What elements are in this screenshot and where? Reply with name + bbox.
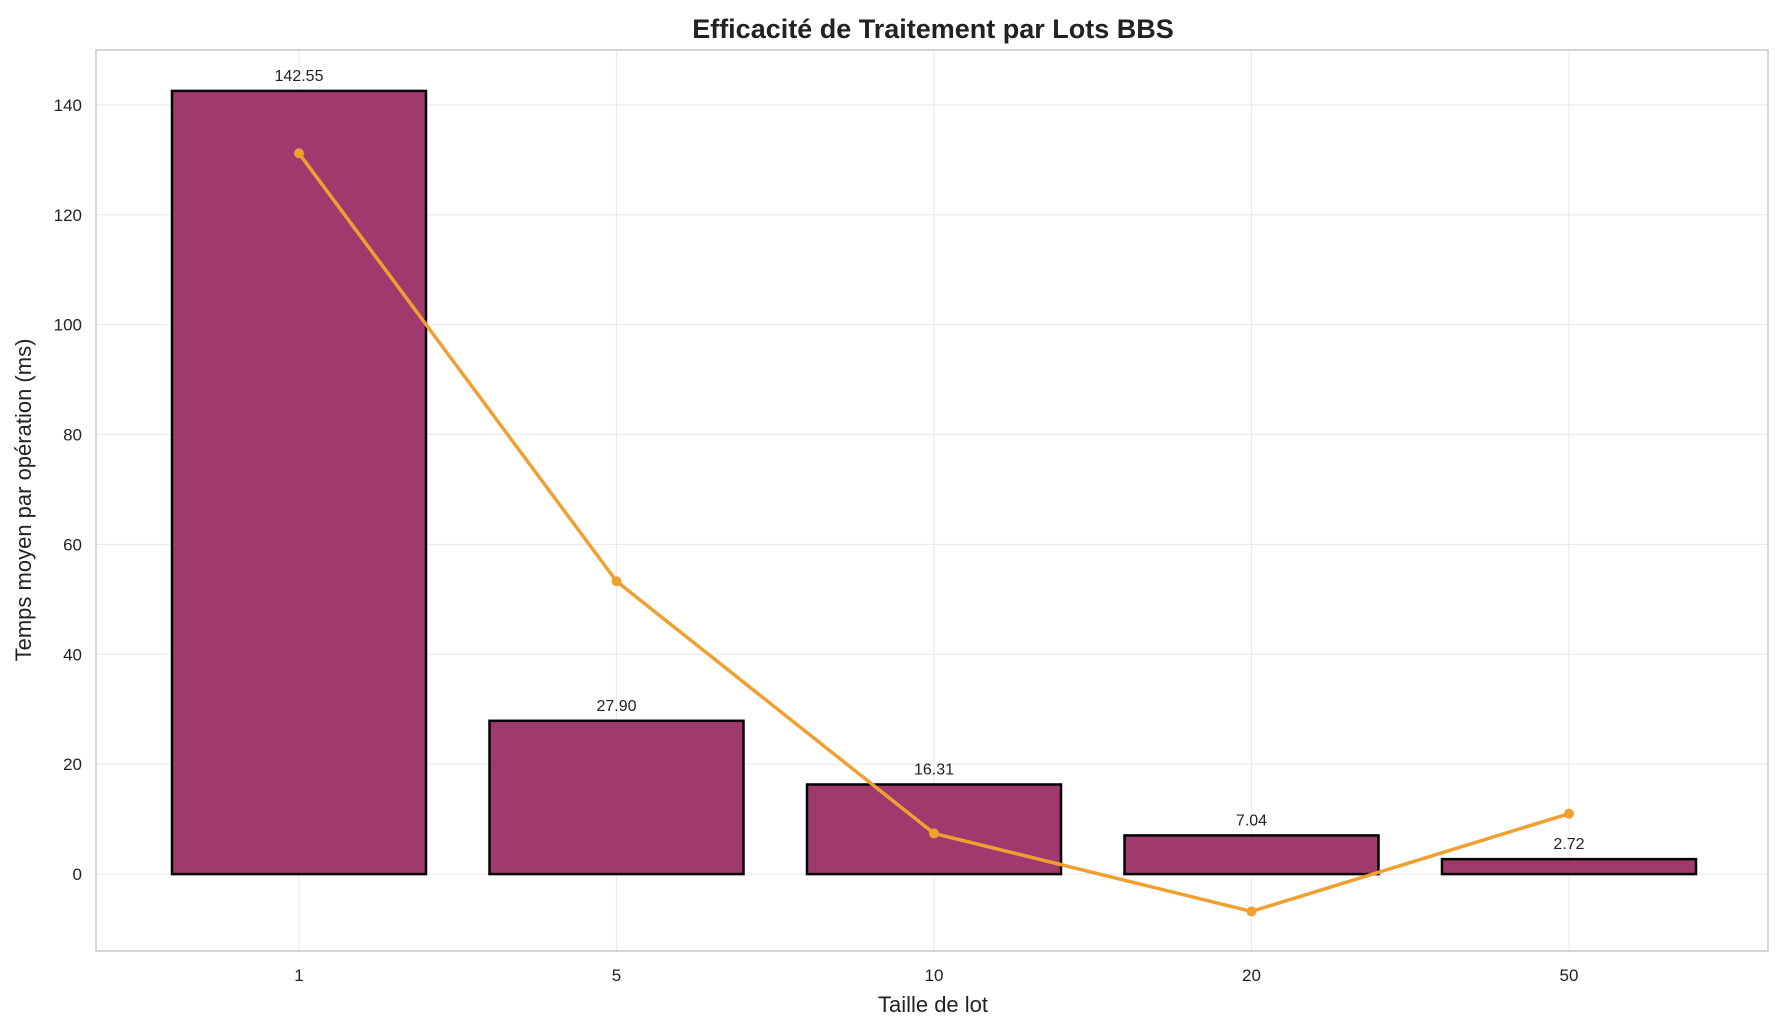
- y-tick-label: 120: [54, 206, 82, 225]
- bar-series: [170, 89, 1698, 876]
- y-axis-label: Temps moyen par opération (ms): [11, 339, 36, 662]
- y-axis-ticks: 0 20 40 60 80 100 120 140: [54, 96, 82, 884]
- line-point: [294, 148, 304, 159]
- data-labels: 142.55 27.90 16.31 7.04 2.72: [275, 68, 1585, 853]
- bar-value-label: 142.55: [275, 68, 324, 85]
- bar-value-label: 27.90: [596, 698, 636, 715]
- line-point: [1564, 808, 1574, 819]
- y-tick-label: 100: [54, 316, 82, 335]
- line-point: [1246, 906, 1257, 917]
- bar-value-label: 7.04: [1236, 812, 1267, 829]
- x-tick-label: 50: [1560, 966, 1579, 985]
- chart-title: Efficacité de Traitement par Lots BBS: [692, 14, 1174, 44]
- x-tick-label: 10: [925, 966, 944, 985]
- x-tick-label: 5: [612, 966, 621, 985]
- y-tick-label: 80: [63, 426, 82, 445]
- x-tick-label: 1: [294, 966, 303, 985]
- x-axis-ticks: 1 5 10 20 50: [294, 966, 1578, 985]
- bar: [1123, 834, 1380, 876]
- bar: [1440, 857, 1698, 876]
- x-axis-label: Taille de lot: [878, 992, 988, 1017]
- line-point: [929, 828, 939, 839]
- y-tick-label: 0: [73, 865, 82, 884]
- bar-value-label: 16.31: [914, 761, 954, 778]
- y-tick-label: 40: [63, 645, 82, 664]
- y-tick-label: 20: [63, 755, 82, 774]
- y-tick-label: 60: [63, 535, 82, 554]
- x-tick-label: 20: [1242, 966, 1261, 985]
- plot-frame: [95, 49, 1769, 952]
- plot-area: 142.55 27.90 16.31 7.04 2.72: [95, 49, 1769, 952]
- bar-value-label: 2.72: [1553, 836, 1584, 853]
- bar: [170, 89, 428, 876]
- y-tick-label: 140: [54, 96, 82, 115]
- line-point: [611, 576, 622, 587]
- bar: [488, 719, 745, 876]
- line-series: [294, 148, 1574, 917]
